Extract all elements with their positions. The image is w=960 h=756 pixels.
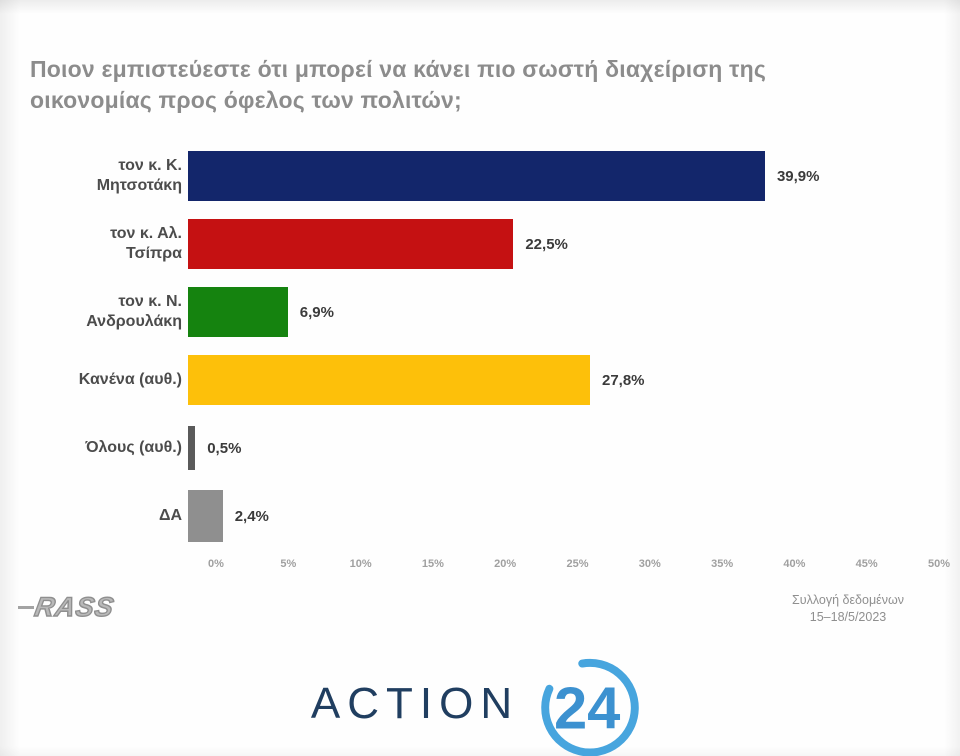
bar-row: ΔΑ 2,4% — [58, 482, 930, 550]
note-line1: Συλλογή δεδομένων — [792, 593, 904, 607]
note-line2: 15–18/5/2023 — [809, 610, 887, 624]
rass-logo-dash — [18, 606, 34, 609]
value-label: 0,5% — [207, 439, 242, 457]
x-axis-tick: 45% — [855, 558, 878, 570]
category-label: Κανένα (αυθ.) — [78, 371, 182, 388]
bar-area: 6,9% — [188, 278, 911, 346]
bar-area: 22,5% — [188, 210, 911, 278]
bar-rows: τον κ. Κ. Μητσοτάκη 39,9% τον κ. Αλ. Τσίπρ… — [58, 142, 930, 550]
x-axis: 0% 5% 10% 15% 20% 25% 30% 35% 40% 45% 50% — [208, 558, 950, 576]
bar — [188, 426, 196, 470]
x-axis-tick: 10% — [349, 558, 372, 570]
category-label: τον κ. Αλ. Τσίπρα — [110, 225, 182, 262]
rass-logo-text: RASS — [32, 591, 118, 622]
value-label: 2,4% — [234, 507, 269, 525]
bar-area: 39,9% — [188, 142, 911, 210]
x-axis-tick: 0% — [208, 558, 224, 570]
bar-row: τον κ. Κ. Μητσοτάκη 39,9% — [58, 142, 930, 210]
clock-arc-icon — [541, 659, 639, 756]
action24-number-badge: 24 — [541, 659, 639, 756]
x-axis-tick: 30% — [638, 558, 661, 570]
bar-chart: τον κ. Κ. Μητσοτάκη 39,9% τον κ. Αλ. Τσίπρ… — [58, 142, 950, 576]
x-axis-tick: 15% — [421, 558, 444, 570]
category-label: Όλους (αυθ.) — [85, 439, 182, 456]
value-label: 27,8% — [601, 371, 645, 389]
value-label: 6,9% — [299, 303, 334, 321]
bar-row: τον κ. Αλ. Τσίπρα 22,5% — [58, 210, 930, 278]
action24-number: 24 — [554, 674, 620, 741]
bar-area: 0,5% — [188, 414, 911, 482]
action24-logo: ACTION 24 — [0, 648, 960, 756]
x-axis-tick: 35% — [711, 558, 734, 570]
x-axis-tick: 25% — [566, 558, 589, 570]
x-axis-tick: 5% — [280, 558, 297, 570]
action24-wordmark: ACTION — [310, 679, 520, 728]
bar-row: τον κ. Ν. Ανδρουλάκη 6,9% — [58, 278, 930, 346]
bar-area: 2,4% — [188, 482, 911, 550]
bar — [188, 287, 288, 337]
rass-logo: RASS — [18, 591, 118, 623]
chart-title: Ποιον εμπιστεύεστε ότι μπορεί να κάνει π… — [30, 56, 766, 113]
x-axis-tick: 50% — [927, 558, 951, 570]
category-label: ΔΑ — [158, 507, 182, 524]
data-collection-note: Συλλογή δεδομένων 15–18/5/2023 — [792, 592, 904, 626]
bar-area: 27,8% — [188, 346, 911, 414]
bar — [188, 355, 590, 405]
bar — [188, 490, 223, 542]
x-axis-tick: 40% — [783, 558, 806, 570]
x-axis-tick: 20% — [494, 558, 517, 570]
bar — [188, 219, 514, 269]
bar — [188, 151, 765, 201]
bar-row: Κανένα (αυθ.) 27,8% — [58, 346, 930, 414]
footer: RASS Συλλογή δεδομένων 15–18/5/2023 — [0, 576, 960, 626]
value-label: 39,9% — [776, 167, 820, 185]
value-label: 22,5% — [525, 235, 568, 253]
category-label: τον κ. Κ. Μητσοτάκη — [96, 157, 182, 194]
bar-row: Όλους (αυθ.) 0,5% — [58, 414, 930, 482]
category-label: τον κ. Ν. Ανδρουλάκη — [86, 293, 182, 330]
